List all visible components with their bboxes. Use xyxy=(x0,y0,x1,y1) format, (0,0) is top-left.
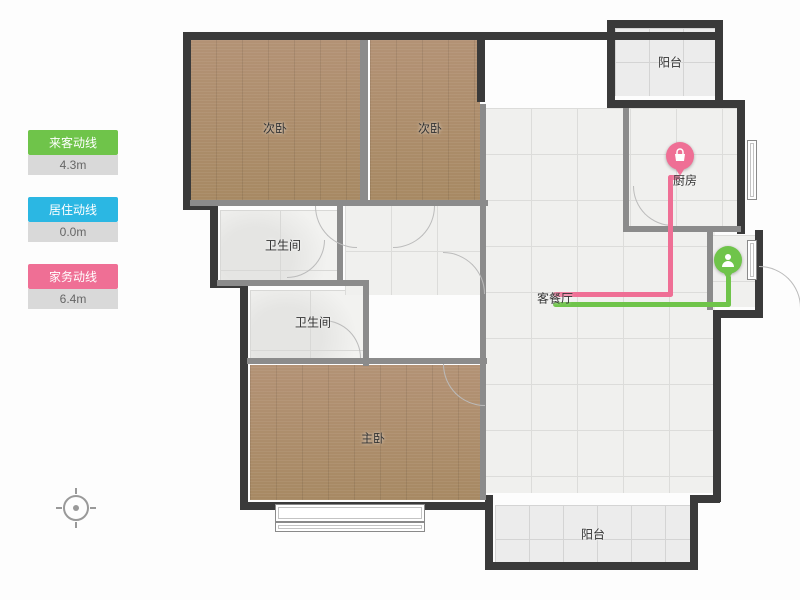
legend: 来客动线 4.3m 居住动线 0.0m 家务动线 6.4m xyxy=(28,130,118,331)
floor-plan: 次卧次卧卫生间卫生间主卧客餐厅厨房阳台阳台 xyxy=(155,10,770,590)
wall-outer-17 xyxy=(607,20,615,102)
window-1 xyxy=(275,522,425,532)
guest-path-seg-0 xyxy=(553,302,731,307)
window-2 xyxy=(747,140,757,200)
window-3 xyxy=(747,240,757,280)
legend-value-chore: 6.4m xyxy=(28,289,118,309)
room-label-bed2a: 次卧 xyxy=(263,120,287,137)
wall-inner-4 xyxy=(217,280,369,286)
wall-outer-14 xyxy=(737,100,745,234)
room-label-bed2b: 次卧 xyxy=(418,120,442,137)
wall-outer-3 xyxy=(210,202,218,288)
wall-outer-15 xyxy=(715,20,723,102)
room-label-balc_s: 阳台 xyxy=(581,526,605,543)
legend-item-chore: 家务动线 6.4m xyxy=(28,264,118,309)
legend-label-chore: 家务动线 xyxy=(28,264,118,289)
legend-item-guest: 来客动线 4.3m xyxy=(28,130,118,175)
legend-value-living: 0.0m xyxy=(28,222,118,242)
room-label-bath1: 卫生间 xyxy=(265,237,301,254)
guest-pin xyxy=(714,246,742,282)
wall-outer-8 xyxy=(485,562,697,570)
room-label-balc_n: 阳台 xyxy=(658,54,682,71)
room-label-bath2: 卫生间 xyxy=(295,314,331,331)
wall-inner-2 xyxy=(480,104,486,500)
room-label-living: 客餐厅 xyxy=(537,290,573,307)
legend-item-living: 居住动线 0.0m xyxy=(28,197,118,242)
wall-inner-8 xyxy=(623,226,741,232)
wall-outer-0 xyxy=(183,32,723,40)
room-label-master: 主卧 xyxy=(361,430,385,447)
wall-outer-11 xyxy=(713,310,721,502)
legend-value-guest: 4.3m xyxy=(28,155,118,175)
compass-icon xyxy=(58,490,94,526)
door-7 xyxy=(759,266,800,308)
window-0 xyxy=(275,504,425,522)
wall-inner-0 xyxy=(360,40,368,202)
legend-label-guest: 来客动线 xyxy=(28,130,118,155)
wall-inner-5 xyxy=(363,286,369,366)
wall-outer-9 xyxy=(690,495,698,570)
wall-inner-7 xyxy=(623,108,629,230)
wall-outer-1 xyxy=(183,32,191,210)
wall-outer-7 xyxy=(485,495,493,570)
wall-inner-9 xyxy=(707,232,713,310)
chore-path-seg-1 xyxy=(668,175,673,297)
room-label-kitchen: 厨房 xyxy=(673,172,697,189)
wall-outer-16 xyxy=(607,20,723,28)
wall-outer-5 xyxy=(240,280,248,510)
legend-label-living: 居住动线 xyxy=(28,197,118,222)
wall-outer-19 xyxy=(607,100,745,108)
wall-outer-18 xyxy=(477,32,485,102)
